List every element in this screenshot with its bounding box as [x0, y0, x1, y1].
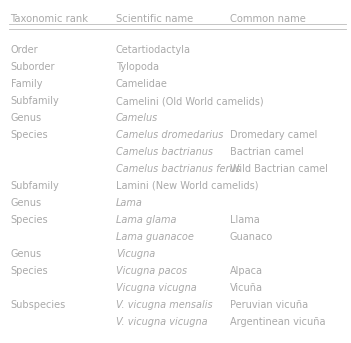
Text: Dromedary camel: Dromedary camel — [230, 130, 317, 140]
Text: Vicugna pacos: Vicugna pacos — [116, 266, 187, 276]
Text: Scientific name: Scientific name — [116, 14, 193, 24]
Text: Camelini (Old World camelids): Camelini (Old World camelids) — [116, 96, 264, 106]
Text: Family: Family — [11, 79, 42, 89]
Text: Genus: Genus — [11, 249, 42, 259]
Text: V. vicugna vicugna: V. vicugna vicugna — [116, 317, 207, 327]
Text: Lama: Lama — [116, 198, 143, 208]
Text: Camelus: Camelus — [116, 113, 158, 123]
Text: Suborder: Suborder — [11, 62, 55, 72]
Text: Species: Species — [11, 130, 48, 140]
Text: Genus: Genus — [11, 113, 42, 123]
Text: Peruvian vicuña: Peruvian vicuña — [230, 300, 308, 310]
Text: Lama guanacoe: Lama guanacoe — [116, 232, 194, 242]
Text: Genus: Genus — [11, 198, 42, 208]
Text: V. vicugna mensalis: V. vicugna mensalis — [116, 300, 212, 310]
Text: Subfamily: Subfamily — [11, 96, 59, 106]
Text: Llama: Llama — [230, 215, 260, 225]
Text: Subfamily: Subfamily — [11, 181, 59, 191]
Text: Common name: Common name — [230, 14, 306, 24]
Text: Species: Species — [11, 215, 48, 225]
Text: Vicugna: Vicugna — [116, 249, 155, 259]
Text: Guanaco: Guanaco — [230, 232, 273, 242]
Text: Camelus dromedarius: Camelus dromedarius — [116, 130, 223, 140]
Text: Taxonomic rank: Taxonomic rank — [11, 14, 88, 24]
Text: Species: Species — [11, 266, 48, 276]
Text: Camelus bactrianus ferus: Camelus bactrianus ferus — [116, 164, 240, 174]
Text: Cetartiodactyla: Cetartiodactyla — [116, 45, 191, 55]
Text: Tylopoda: Tylopoda — [116, 62, 159, 72]
Text: Lama glama: Lama glama — [116, 215, 176, 225]
Text: Vicuña: Vicuña — [230, 283, 263, 293]
Text: Wild Bactrian camel: Wild Bactrian camel — [230, 164, 328, 174]
Text: Subspecies: Subspecies — [11, 300, 66, 310]
Text: Order: Order — [11, 45, 38, 55]
Text: Camelidae: Camelidae — [116, 79, 168, 89]
Text: Bactrian camel: Bactrian camel — [230, 147, 304, 157]
Text: Camelus bactrianus: Camelus bactrianus — [116, 147, 213, 157]
Text: Vicugna vicugna: Vicugna vicugna — [116, 283, 197, 293]
Text: Alpaca: Alpaca — [230, 266, 263, 276]
Text: Argentinean vicuña: Argentinean vicuña — [230, 317, 325, 327]
Text: Lamini (New World camelids): Lamini (New World camelids) — [116, 181, 258, 191]
